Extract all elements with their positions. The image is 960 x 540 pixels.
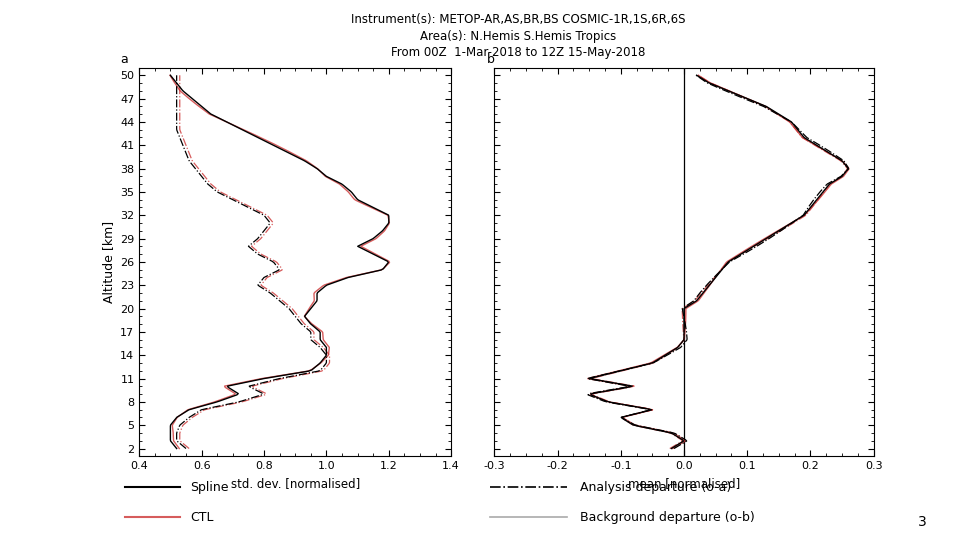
Text: a: a [121,52,129,65]
Text: 3: 3 [918,515,926,529]
Text: b: b [487,52,494,65]
Text: Analysis departure (o-a): Analysis departure (o-a) [580,481,732,494]
Text: From 00Z  1-Mar-2018 to 12Z 15-May-2018: From 00Z 1-Mar-2018 to 12Z 15-May-2018 [392,46,645,59]
Y-axis label: Altitude [km]: Altitude [km] [102,221,114,303]
X-axis label: mean [normalised]: mean [normalised] [628,477,740,490]
Text: Instrument(s): METOP-AR,AS,BR,BS COSMIC-1R,1S,6R,6S: Instrument(s): METOP-AR,AS,BR,BS COSMIC-… [351,14,685,26]
Text: Spline: Spline [190,481,229,494]
Text: CTL: CTL [190,511,214,524]
Text: Background departure (o-b): Background departure (o-b) [580,511,756,524]
X-axis label: std. dev. [normalised]: std. dev. [normalised] [230,477,360,490]
Text: Area(s): N.Hemis S.Hemis Tropics: Area(s): N.Hemis S.Hemis Tropics [420,30,616,43]
